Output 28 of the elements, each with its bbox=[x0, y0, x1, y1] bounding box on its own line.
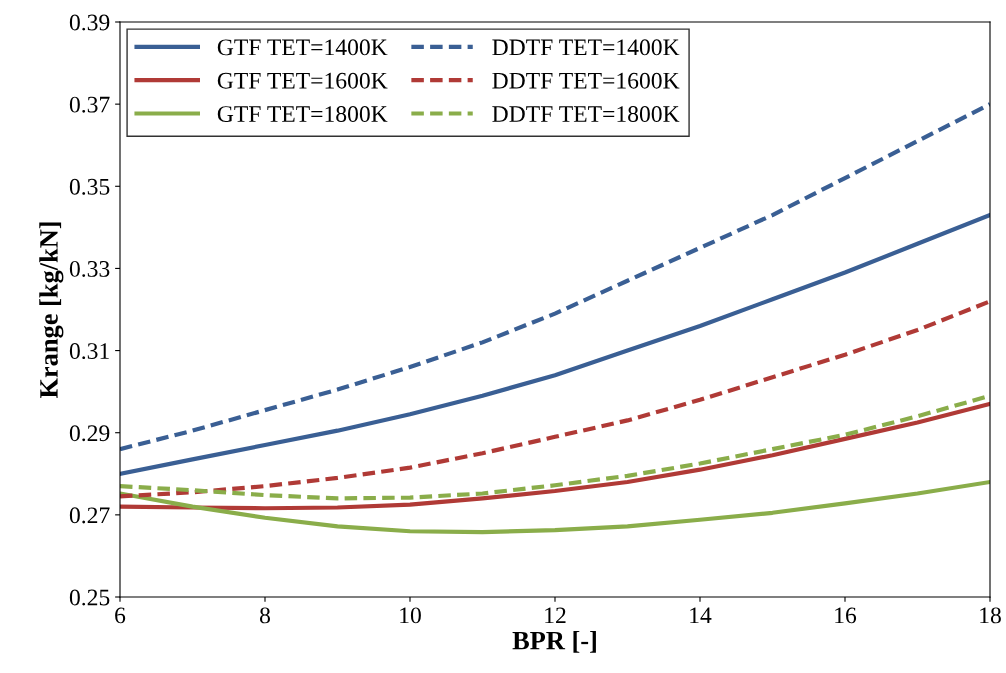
y-tick-label: 0.37 bbox=[69, 96, 110, 113]
legend-label: GTF TET=1800K bbox=[217, 106, 388, 123]
legend-label: DDTF TET=1400K bbox=[492, 39, 680, 56]
line-series bbox=[120, 212, 990, 476]
line-series bbox=[120, 401, 990, 511]
x-tick-label: 8 bbox=[260, 607, 270, 624]
y-tick-label: 0.31 bbox=[69, 343, 109, 360]
x-tick-label: 18 bbox=[980, 607, 1001, 624]
y-tick-label: 0.27 bbox=[69, 507, 110, 524]
line-series bbox=[120, 102, 990, 452]
x-tick-label: 14 bbox=[690, 607, 712, 624]
x-tick-label: 6 bbox=[115, 607, 126, 624]
line-series bbox=[120, 479, 990, 535]
legend-label: DDTF TET=1600K bbox=[492, 72, 680, 89]
y-tick-label: 0.29 bbox=[69, 425, 110, 442]
line-series bbox=[120, 299, 990, 499]
y-tick-label: 0.35 bbox=[69, 178, 110, 195]
y-tick-label: 0.33 bbox=[69, 260, 110, 277]
legend-label: GTF TET=1400K bbox=[217, 39, 388, 56]
y-tick-label: 0.39 bbox=[69, 14, 110, 31]
y-axis-title: Krange [kg/kN] bbox=[39, 222, 64, 399]
x-tick-label: 16 bbox=[835, 607, 857, 624]
legend-label: GTF TET=1600K bbox=[217, 72, 388, 89]
legend-label: DDTF TET=1800K bbox=[492, 106, 680, 123]
x-tick-label: 10 bbox=[400, 607, 421, 624]
x-axis-title: BPR [-] bbox=[512, 630, 596, 653]
x-tick-label: 12 bbox=[545, 607, 566, 624]
y-tick-label: 0.25 bbox=[69, 589, 110, 606]
